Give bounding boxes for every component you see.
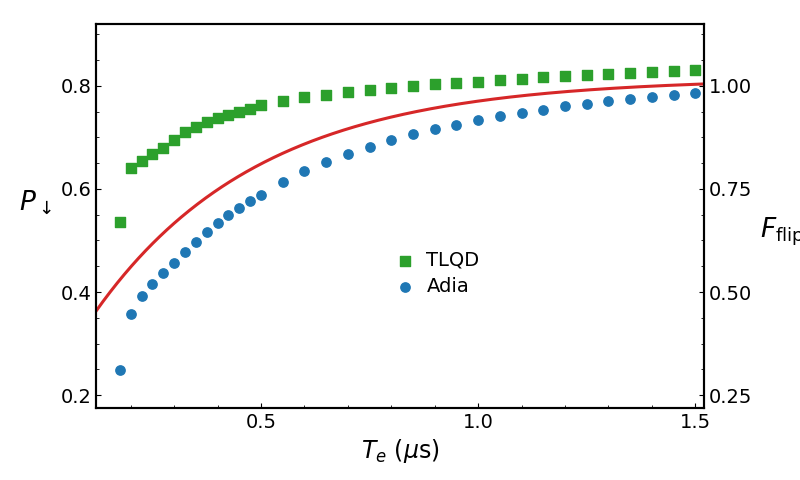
Adia	[624, 95, 637, 103]
TLQD	[124, 165, 137, 172]
Legend: TLQD, Adia: TLQD, Adia	[386, 243, 487, 304]
TLQD	[276, 97, 289, 105]
Y-axis label: $P_{\downarrow}$: $P_{\downarrow}$	[18, 188, 52, 216]
Y-axis label: $F_{\mathrm{flip}}$: $F_{\mathrm{flip}}$	[761, 216, 800, 248]
Adia	[342, 150, 354, 158]
TLQD	[472, 78, 485, 85]
TLQD	[406, 82, 419, 90]
TLQD	[385, 84, 398, 92]
Adia	[580, 100, 593, 108]
X-axis label: $T_e$ ($\mu$s): $T_e$ ($\mu$s)	[361, 437, 439, 466]
TLQD	[363, 86, 376, 94]
TLQD	[342, 88, 354, 96]
Adia	[178, 249, 191, 256]
TLQD	[200, 118, 213, 126]
Adia	[114, 367, 126, 374]
TLQD	[114, 218, 126, 226]
TLQD	[450, 79, 463, 86]
Adia	[135, 292, 148, 300]
TLQD	[168, 136, 181, 144]
Adia	[244, 197, 257, 205]
TLQD	[222, 111, 235, 119]
TLQD	[320, 91, 333, 98]
TLQD	[537, 73, 550, 81]
TLQD	[233, 108, 246, 116]
Adia	[428, 125, 441, 133]
TLQD	[135, 157, 148, 165]
Adia	[276, 179, 289, 186]
Adia	[406, 131, 419, 138]
Adia	[168, 259, 181, 266]
TLQD	[178, 129, 191, 136]
Adia	[494, 112, 506, 120]
TLQD	[667, 67, 680, 75]
Adia	[146, 280, 159, 288]
Adia	[558, 103, 571, 110]
TLQD	[580, 71, 593, 79]
Adia	[233, 204, 246, 212]
Adia	[602, 97, 615, 105]
TLQD	[494, 76, 506, 84]
Adia	[190, 238, 202, 246]
TLQD	[211, 115, 224, 122]
TLQD	[244, 105, 257, 112]
Adia	[124, 310, 137, 317]
TLQD	[689, 66, 702, 74]
Adia	[689, 89, 702, 96]
Adia	[537, 106, 550, 113]
Adia	[320, 158, 333, 166]
TLQD	[624, 69, 637, 77]
TLQD	[146, 150, 159, 158]
TLQD	[298, 93, 311, 101]
Adia	[385, 136, 398, 144]
Adia	[254, 191, 267, 198]
TLQD	[157, 144, 170, 152]
TLQD	[254, 102, 267, 109]
Adia	[298, 168, 311, 175]
TLQD	[515, 75, 528, 83]
Adia	[157, 269, 170, 277]
Adia	[363, 143, 376, 151]
Adia	[646, 93, 658, 100]
Adia	[222, 211, 235, 219]
Adia	[211, 220, 224, 228]
TLQD	[428, 80, 441, 88]
TLQD	[190, 123, 202, 131]
TLQD	[646, 68, 658, 76]
TLQD	[602, 70, 615, 78]
Adia	[667, 91, 680, 98]
Adia	[515, 109, 528, 117]
TLQD	[558, 72, 571, 80]
Adia	[450, 120, 463, 128]
Adia	[472, 117, 485, 124]
Adia	[200, 228, 213, 236]
